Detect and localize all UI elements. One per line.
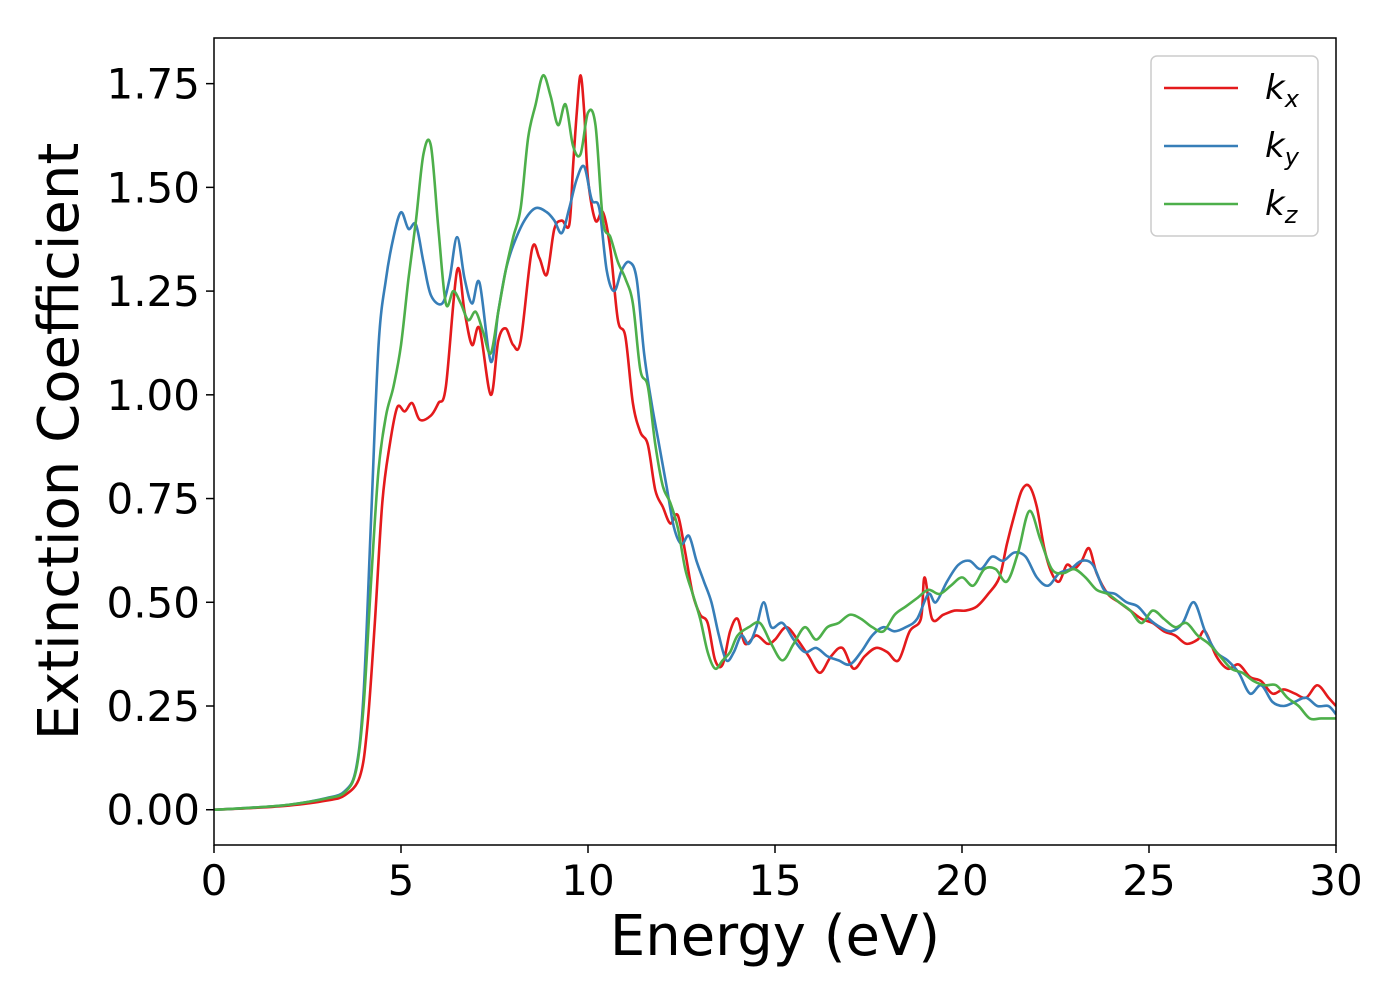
- y-tick-label: 1.25: [106, 267, 200, 316]
- x-tick-label: 10: [561, 856, 614, 905]
- legend-item-z: kz: [1164, 184, 1299, 229]
- series-layer: [214, 74, 1336, 812]
- legend-item-x: kx: [1164, 68, 1300, 113]
- x-tick-label: 20: [935, 856, 988, 905]
- legend-item-y: ky: [1164, 126, 1300, 171]
- x-tick-label: 30: [1309, 856, 1362, 905]
- y-tick-label: 1.50: [106, 163, 200, 212]
- legend-label: kx: [1265, 68, 1300, 113]
- x-axis: 0 5 10 15 20 25 30: [201, 845, 1363, 905]
- y-tick-label: 0.25: [106, 682, 200, 731]
- y-axis-title: Extinction Coefficient: [27, 143, 92, 741]
- y-tick-label: 0.00: [106, 786, 200, 835]
- legend: kx ky kz: [1150, 55, 1319, 237]
- y-tick-label: 1.00: [106, 371, 200, 420]
- y-axis: 0.00 0.25 0.50 0.75 1.00 1.25 1.50 1.75: [106, 60, 214, 835]
- series-line-y: [214, 164, 1336, 812]
- legend-label: kz: [1265, 184, 1299, 229]
- y-tick-label: 0.75: [106, 475, 200, 524]
- y-tick-label: 0.50: [106, 578, 200, 627]
- y-tick-label: 1.75: [106, 60, 200, 109]
- x-tick-label: 0: [201, 856, 228, 905]
- legend-label: ky: [1265, 126, 1300, 171]
- series-line-z: [214, 74, 1336, 812]
- x-tick-label: 5: [388, 856, 415, 905]
- x-tick-label: 25: [1122, 856, 1175, 905]
- x-axis-title: Energy (eV): [610, 904, 940, 969]
- x-tick-label: 15: [748, 856, 801, 905]
